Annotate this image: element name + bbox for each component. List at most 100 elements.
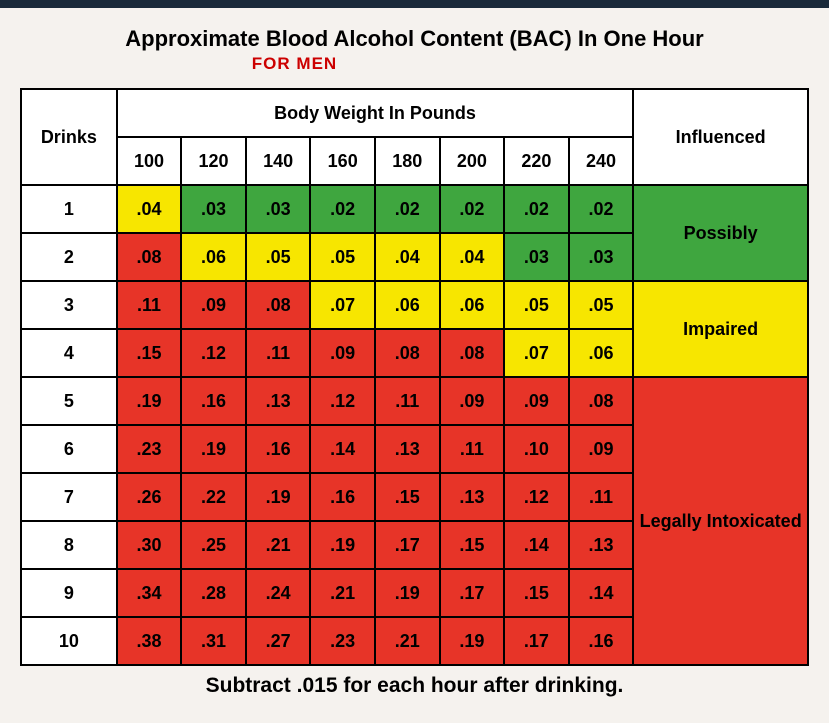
- bac-value-cell: .22: [181, 473, 246, 521]
- bac-value-cell: .11: [375, 377, 440, 425]
- bac-value-cell: .19: [181, 425, 246, 473]
- bac-value-cell: .13: [375, 425, 440, 473]
- bac-value-cell: .14: [504, 521, 569, 569]
- bac-value-cell: .38: [117, 617, 182, 665]
- bac-value-cell: .05: [504, 281, 569, 329]
- bac-value-cell: .21: [375, 617, 440, 665]
- bac-value-cell: .07: [504, 329, 569, 377]
- bac-value-cell: .31: [181, 617, 246, 665]
- bac-value-cell: .09: [504, 377, 569, 425]
- drinks-cell: 5: [21, 377, 117, 425]
- drinks-cell: 7: [21, 473, 117, 521]
- bac-value-cell: .15: [440, 521, 505, 569]
- bac-value-cell: .19: [246, 473, 311, 521]
- drinks-cell: 3: [21, 281, 117, 329]
- bac-value-cell: .08: [246, 281, 311, 329]
- bac-value-cell: .12: [504, 473, 569, 521]
- bac-value-cell: .25: [181, 521, 246, 569]
- weight-header: 160: [310, 137, 375, 185]
- bac-value-cell: .03: [504, 233, 569, 281]
- bac-value-cell: .06: [375, 281, 440, 329]
- table-row: 3.11.09.08.07.06.06.05.05Impaired: [21, 281, 808, 329]
- legend-intoxicated: Legally Intoxicated: [633, 377, 808, 665]
- bac-value-cell: .34: [117, 569, 182, 617]
- bac-value-cell: .03: [569, 233, 634, 281]
- bac-value-cell: .10: [504, 425, 569, 473]
- bac-value-cell: .04: [375, 233, 440, 281]
- bac-value-cell: .15: [117, 329, 182, 377]
- bac-value-cell: .03: [246, 185, 311, 233]
- bac-value-cell: .26: [117, 473, 182, 521]
- bac-value-cell: .09: [181, 281, 246, 329]
- chart-subtitle: FOR MEN: [0, 54, 809, 74]
- bac-value-cell: .08: [375, 329, 440, 377]
- bac-value-cell: .04: [440, 233, 505, 281]
- bac-value-cell: .11: [117, 281, 182, 329]
- bac-value-cell: .12: [181, 329, 246, 377]
- bac-value-cell: .21: [310, 569, 375, 617]
- top-bar: [0, 0, 829, 8]
- bac-value-cell: .09: [440, 377, 505, 425]
- bac-value-cell: .11: [569, 473, 634, 521]
- weight-header: 200: [440, 137, 505, 185]
- bac-value-cell: .08: [117, 233, 182, 281]
- bac-value-cell: .19: [375, 569, 440, 617]
- bac-value-cell: .05: [246, 233, 311, 281]
- bac-value-cell: .06: [181, 233, 246, 281]
- weight-header: 240: [569, 137, 634, 185]
- bac-value-cell: .02: [504, 185, 569, 233]
- bac-value-cell: .17: [375, 521, 440, 569]
- bac-value-cell: .09: [310, 329, 375, 377]
- bac-value-cell: .13: [440, 473, 505, 521]
- bac-value-cell: .23: [117, 425, 182, 473]
- bac-value-cell: .08: [569, 377, 634, 425]
- weight-header: 180: [375, 137, 440, 185]
- bac-value-cell: .13: [569, 521, 634, 569]
- bac-value-cell: .08: [440, 329, 505, 377]
- bac-value-cell: .03: [181, 185, 246, 233]
- bac-value-cell: .21: [246, 521, 311, 569]
- legend-impaired: Impaired: [633, 281, 808, 377]
- bac-value-cell: .16: [181, 377, 246, 425]
- weight-header: 220: [504, 137, 569, 185]
- bac-value-cell: .15: [375, 473, 440, 521]
- drinks-cell: 10: [21, 617, 117, 665]
- bac-value-cell: .06: [440, 281, 505, 329]
- bac-value-cell: .27: [246, 617, 311, 665]
- bac-value-cell: .11: [440, 425, 505, 473]
- drinks-cell: 1: [21, 185, 117, 233]
- bac-value-cell: .09: [569, 425, 634, 473]
- bac-value-cell: .07: [310, 281, 375, 329]
- bac-value-cell: .02: [569, 185, 634, 233]
- drinks-cell: 6: [21, 425, 117, 473]
- table-head: Drinks Body Weight In Pounds Influenced …: [21, 89, 808, 185]
- chart-title: Approximate Blood Alcohol Content (BAC) …: [20, 26, 809, 52]
- bac-value-cell: .06: [569, 329, 634, 377]
- bac-value-cell: .16: [246, 425, 311, 473]
- bac-value-cell: .19: [310, 521, 375, 569]
- drinks-cell: 9: [21, 569, 117, 617]
- bac-value-cell: .17: [504, 617, 569, 665]
- weight-header: 100: [117, 137, 182, 185]
- bac-value-cell: .28: [181, 569, 246, 617]
- bac-value-cell: .02: [375, 185, 440, 233]
- drinks-cell: 8: [21, 521, 117, 569]
- bac-value-cell: .02: [440, 185, 505, 233]
- bac-value-cell: .14: [569, 569, 634, 617]
- header-influenced: Influenced: [633, 89, 808, 185]
- weight-header: 140: [246, 137, 311, 185]
- bac-value-cell: .05: [569, 281, 634, 329]
- bac-value-cell: .05: [310, 233, 375, 281]
- table-row: 1.04.03.03.02.02.02.02.02Possibly: [21, 185, 808, 233]
- table-body: 1.04.03.03.02.02.02.02.02Possibly2.08.06…: [21, 185, 808, 665]
- header-weight: Body Weight In Pounds: [117, 89, 634, 137]
- bac-value-cell: .02: [310, 185, 375, 233]
- bac-chart-container: Approximate Blood Alcohol Content (BAC) …: [0, 8, 829, 708]
- bac-value-cell: .24: [246, 569, 311, 617]
- bac-value-cell: .23: [310, 617, 375, 665]
- bac-value-cell: .15: [504, 569, 569, 617]
- header-drinks: Drinks: [21, 89, 117, 185]
- bac-value-cell: .16: [569, 617, 634, 665]
- bac-value-cell: .11: [246, 329, 311, 377]
- footer-note: Subtract .015 for each hour after drinki…: [20, 674, 809, 698]
